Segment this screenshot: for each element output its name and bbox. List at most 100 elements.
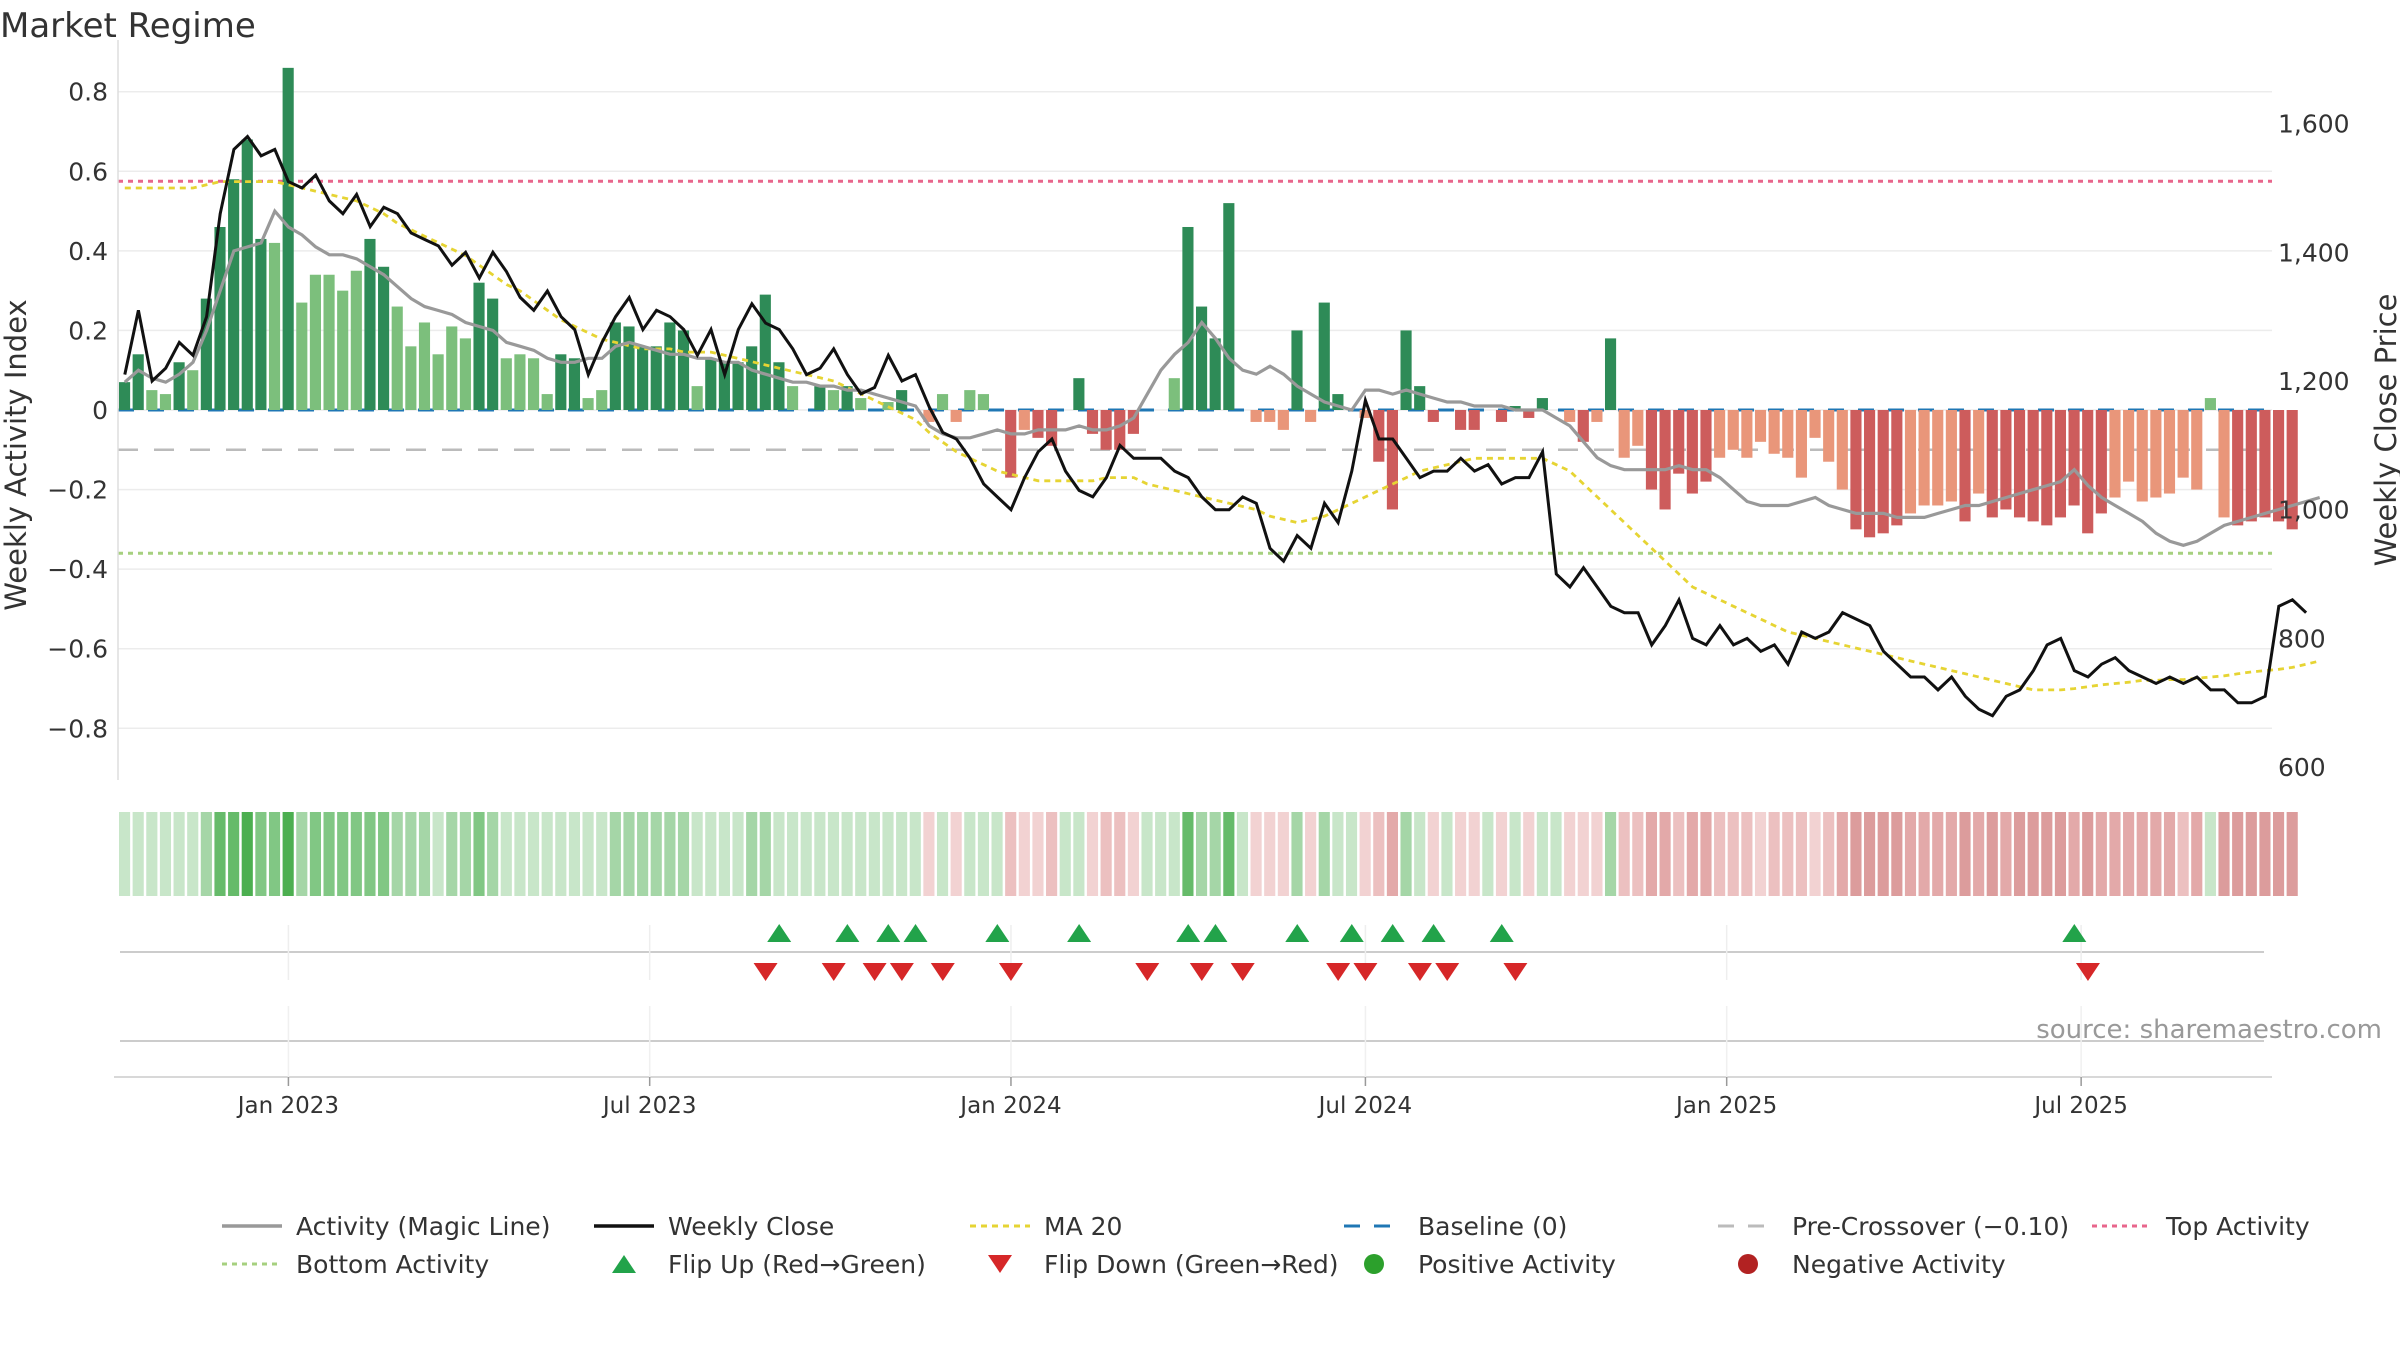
activity-bar: [2286, 410, 2298, 530]
regime-cell: [1836, 812, 1848, 896]
regime-cell: [773, 812, 785, 896]
regime-cell: [1223, 812, 1235, 896]
regime-cell: [2054, 812, 2067, 896]
activity-bar: [1850, 410, 1862, 530]
activity-bar: [2163, 410, 2176, 494]
activity-bar: [2095, 410, 2107, 514]
flip-down-marker: [821, 963, 846, 981]
activity-bar: [1823, 410, 1835, 462]
regime-cell: [596, 812, 608, 896]
flip-down-marker: [930, 963, 955, 981]
activity-bar: [841, 386, 853, 410]
flipdown-legend-icon: [988, 1255, 1012, 1273]
ma20-legend-icon: [970, 1224, 1030, 1228]
regime-cell: [1005, 812, 1017, 896]
regime-cell: [882, 812, 894, 896]
regime-cell: [2218, 812, 2230, 896]
regime-cell: [2013, 812, 2026, 896]
flip-up-marker: [1421, 924, 1446, 942]
legend-label: Flip Down (Green→Red): [1044, 1249, 1339, 1279]
regime-cell: [282, 812, 294, 896]
activity-bar: [1782, 410, 1794, 458]
regime-cell: [1196, 812, 1208, 896]
regime-cell: [705, 812, 717, 896]
activity-bar: [487, 298, 499, 410]
y-axis-label: Weekly Activity Index: [0, 299, 33, 610]
regime-cell: [718, 812, 730, 896]
regime-cell: [132, 812, 144, 896]
flip-down-marker: [1407, 963, 1432, 981]
activity-bar: [637, 346, 649, 410]
regime-cell: [2109, 812, 2121, 896]
flip-up-marker: [2062, 924, 2087, 942]
legend-label: Flip Up (Red→Green): [668, 1249, 926, 1279]
regime-cell: [1509, 812, 1521, 896]
regime-cell: [1359, 812, 1371, 896]
flip-up-marker: [1489, 924, 1514, 942]
regime-cell: [2273, 812, 2285, 896]
activity-bar: [568, 358, 581, 410]
activity-bar: [309, 274, 321, 410]
regime-cell: [459, 812, 471, 896]
regime-cell: [1809, 812, 1821, 896]
legend-label: Baseline (0): [1418, 1211, 1568, 1241]
activity-bar: [896, 390, 908, 410]
activity-legend-icon: [222, 1224, 282, 1228]
regime-cell: [541, 812, 553, 896]
regime-cell: [1973, 812, 1985, 896]
activity-bar: [1591, 410, 1603, 422]
regime-cell: [1073, 812, 1085, 896]
regime-cell: [1100, 812, 1112, 896]
regime-cell: [1236, 812, 1249, 896]
regime-cell: [1332, 812, 1344, 896]
y-tick-label: −0.6: [47, 635, 108, 664]
regime-cell: [1659, 812, 1671, 896]
activity-bar: [1182, 226, 1194, 410]
flip-down-marker: [1135, 963, 1160, 981]
series-lines: [123, 134, 2321, 718]
regime-cell: [418, 812, 431, 896]
regime-cell: [1182, 812, 1194, 896]
regime-strip: [119, 812, 2298, 896]
regime-cell: [405, 812, 417, 896]
regime-cell: [1141, 812, 1153, 896]
regime-cell: [1768, 812, 1780, 896]
regime-cell: [1250, 812, 1262, 896]
flip-markers: [120, 924, 2264, 981]
y2-tick-label: 1,400: [2278, 238, 2350, 267]
activity-bar: [2082, 410, 2094, 534]
activity-bar: [2273, 410, 2285, 522]
activity-bar: [936, 394, 949, 410]
activity-bar: [773, 362, 785, 410]
activity-bar: [759, 294, 771, 410]
y2-axis-label: Weekly Close Price: [2369, 294, 2400, 567]
activity-bar: [241, 139, 253, 410]
activity-bar: [1836, 410, 1848, 490]
activity-bar: [1809, 410, 1821, 438]
activity-bar: [1645, 410, 1658, 490]
legend-label: Pre-Crossover (−0.10): [1792, 1211, 2070, 1241]
regime-cell: [2082, 812, 2094, 896]
regime-cell: [1373, 812, 1385, 896]
regime-cell: [187, 812, 199, 896]
activity-bar: [1714, 410, 1726, 458]
regime-cell: [1932, 812, 1944, 896]
regime-cell: [555, 812, 567, 896]
activity-bar: [350, 270, 362, 410]
ma20-line: [124, 180, 2321, 692]
activity-bar: [146, 390, 158, 410]
activity-bar: [2000, 410, 2012, 510]
bottom-legend-icon: [222, 1262, 282, 1266]
regime-cell: [691, 812, 703, 896]
activity-bar: [228, 179, 240, 410]
regime-cell: [2177, 812, 2189, 896]
activity-bar: [2259, 410, 2271, 518]
regime-cell: [814, 812, 826, 896]
regime-cell: [200, 812, 212, 896]
flip-up-marker: [985, 924, 1010, 942]
activity-bar: [1127, 410, 1139, 434]
activity-bar: [405, 346, 417, 410]
legend-label: Weekly Close: [668, 1211, 835, 1241]
regime-cell: [637, 812, 649, 896]
activity-bar: [1073, 378, 1085, 410]
